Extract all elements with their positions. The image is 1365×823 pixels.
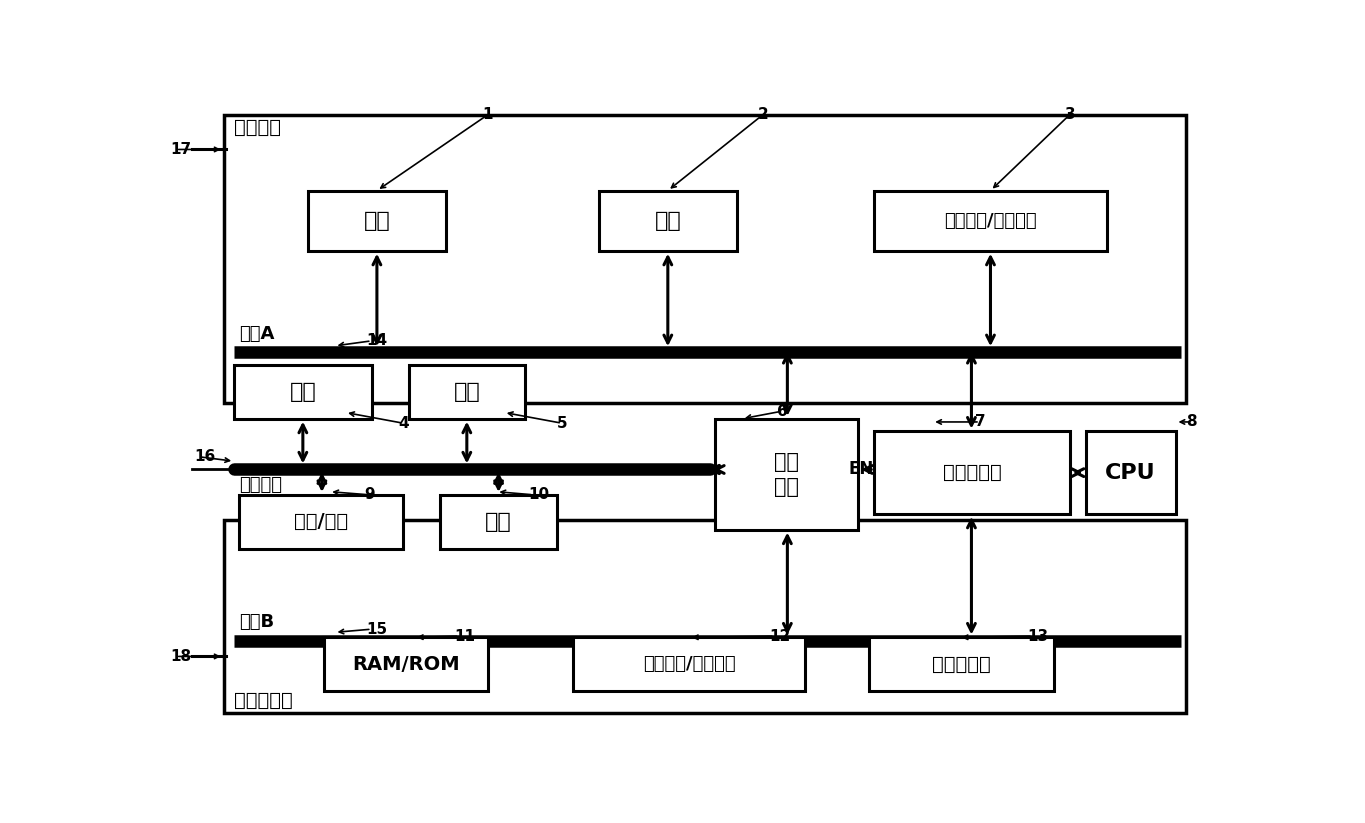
Text: 其它输入/输出设备: 其它输入/输出设备 — [945, 212, 1037, 230]
Text: 12: 12 — [770, 629, 790, 644]
Text: 4: 4 — [399, 416, 408, 430]
Text: 15: 15 — [366, 621, 388, 637]
Text: 2: 2 — [758, 107, 768, 122]
Text: 1: 1 — [483, 107, 493, 122]
Bar — [235, 365, 371, 419]
Text: 硬盘: 硬盘 — [654, 211, 681, 230]
Bar — [224, 520, 1186, 714]
Text: 16: 16 — [194, 449, 216, 464]
Bar — [599, 191, 737, 251]
Bar — [868, 637, 1054, 691]
Text: 13: 13 — [1028, 629, 1048, 644]
Text: 其它输入/输出设备: 其它输入/输出设备 — [643, 655, 736, 673]
Text: EN: EN — [849, 461, 874, 478]
Bar — [408, 365, 526, 419]
Bar — [874, 431, 1070, 514]
Text: 闪存: 闪存 — [485, 512, 512, 532]
Text: 7: 7 — [975, 415, 986, 430]
Text: 安全区域: 安全区域 — [235, 118, 281, 137]
Text: 内存: 内存 — [289, 382, 317, 402]
Text: 时钟: 时钟 — [453, 382, 480, 402]
Bar — [715, 419, 859, 530]
Bar — [441, 495, 557, 549]
Bar — [874, 191, 1107, 251]
Text: 输入/输出: 输入/输出 — [295, 512, 348, 532]
Text: 11: 11 — [455, 629, 475, 644]
Text: CPU: CPU — [1106, 463, 1156, 482]
Text: 总线B: 总线B — [239, 613, 274, 631]
Text: 17: 17 — [171, 142, 191, 157]
Text: 3: 3 — [1065, 107, 1076, 122]
Text: 总线A: 总线A — [239, 325, 274, 342]
Text: 18: 18 — [171, 649, 191, 664]
Text: 14: 14 — [366, 333, 388, 348]
Text: 6: 6 — [777, 403, 788, 419]
Bar — [324, 637, 489, 691]
Text: 8: 8 — [1186, 415, 1197, 430]
Bar — [239, 495, 404, 549]
Text: 9: 9 — [364, 487, 375, 502]
Bar — [573, 637, 805, 691]
Text: 因特网设备: 因特网设备 — [932, 655, 991, 674]
Bar — [1085, 431, 1175, 514]
Bar — [224, 114, 1186, 403]
Text: 交叉
开关: 交叉 开关 — [774, 452, 800, 496]
Bar — [308, 191, 445, 251]
Text: 非安全区域: 非安全区域 — [235, 691, 293, 710]
Text: 内存: 内存 — [363, 211, 390, 230]
Text: 共享总线: 共享总线 — [239, 476, 283, 494]
Text: RAM/ROM: RAM/ROM — [352, 655, 460, 674]
Text: 10: 10 — [528, 487, 549, 502]
Text: 总线桥接器: 总线桥接器 — [943, 463, 1002, 482]
Text: 5: 5 — [557, 416, 568, 430]
